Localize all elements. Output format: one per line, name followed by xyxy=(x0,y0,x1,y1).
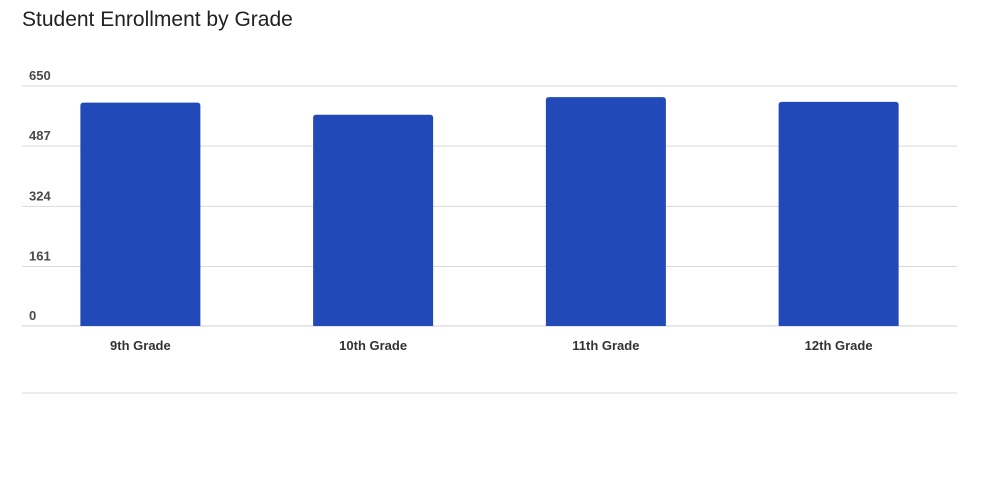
y-tick-label: 0 xyxy=(29,308,36,323)
bars xyxy=(80,97,899,326)
x-tick-label: 10th Grade xyxy=(339,338,407,353)
x-tick-label: 12th Grade xyxy=(805,338,873,353)
y-tick-label: 324 xyxy=(29,188,51,203)
bar-9th-grade[interactable] xyxy=(80,102,201,326)
y-tick-label: 161 xyxy=(29,249,51,264)
chart-title: Student Enrollment by Grade xyxy=(22,8,293,31)
x-tick-label: 9th Grade xyxy=(110,338,171,353)
y-tick-label: 487 xyxy=(29,128,51,143)
x-tick-label: 11th Grade xyxy=(572,338,639,353)
bar-11th-grade[interactable] xyxy=(545,97,666,326)
labels: 0 161 324 487 650 9th Grade 10th Grade 11th Gra… xyxy=(29,68,873,353)
y-tick-label: 650 xyxy=(29,68,51,83)
bar-12th-grade[interactable] xyxy=(778,101,899,326)
bar-10th-grade[interactable] xyxy=(313,114,434,326)
